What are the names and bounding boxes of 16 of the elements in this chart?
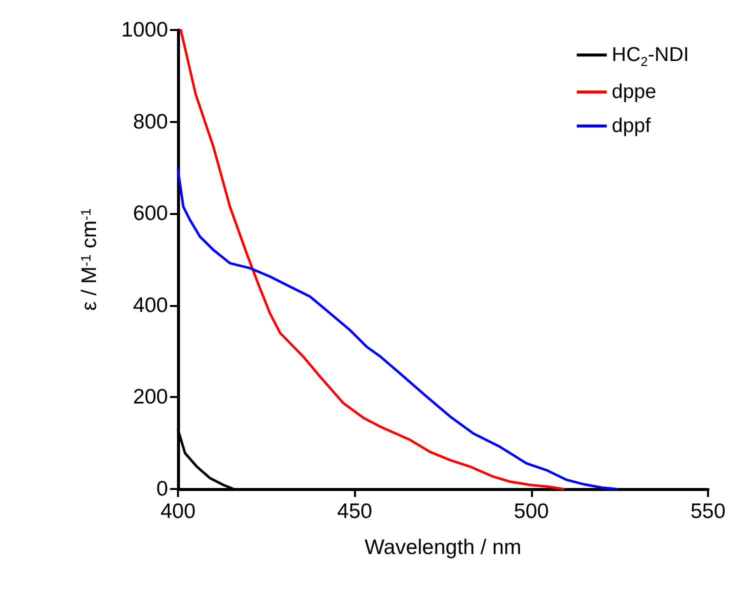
y-axis-title: ε / M-1 cm-1 xyxy=(78,208,101,311)
line-series xyxy=(180,28,564,490)
y-tick-label: 800 xyxy=(132,110,168,134)
x-tick-label: 400 xyxy=(160,500,196,523)
x-tick-label: 450 xyxy=(337,500,372,523)
x-tick-label: 500 xyxy=(514,500,549,523)
line-series xyxy=(176,168,618,490)
y-tick-label: 600 xyxy=(132,202,168,226)
legend-label: dppf xyxy=(612,115,652,137)
y-tick-label: 0 xyxy=(156,478,168,500)
y-tick-label: 400 xyxy=(132,294,168,317)
y-tick-label: 1000 xyxy=(121,18,168,42)
y-tick-label: 200 xyxy=(132,386,168,409)
x-tick-label: 550 xyxy=(690,500,726,523)
x-axis-title: Wavelength / nm xyxy=(364,536,522,559)
legend-label: dppe xyxy=(612,81,656,103)
